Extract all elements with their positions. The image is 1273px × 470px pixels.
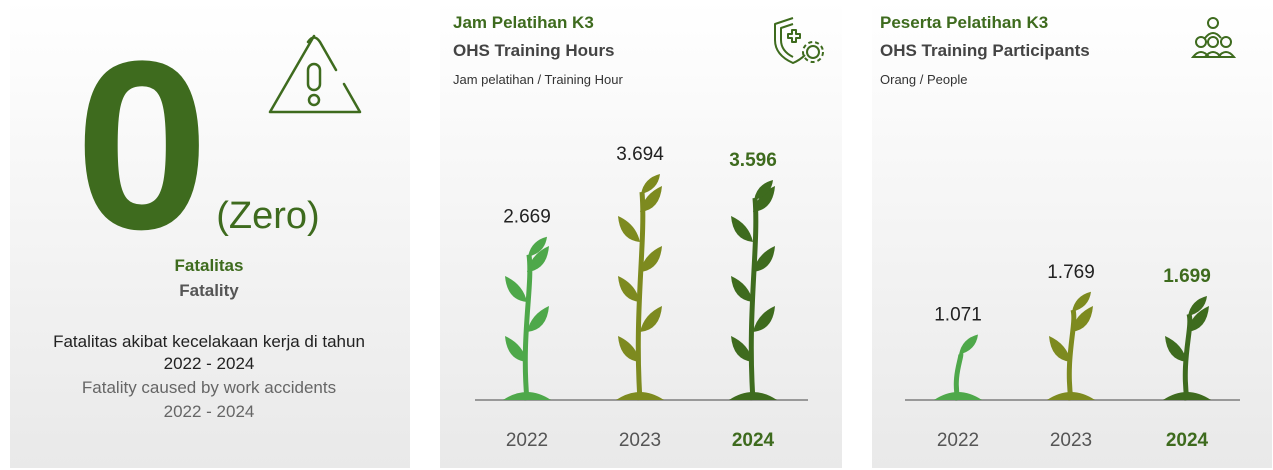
description-id: Fatalitas akibat kecelakaan kerja di tah…	[53, 332, 365, 351]
chart-unit: Jam pelatihan / Training Hour	[453, 72, 623, 87]
leaf	[527, 246, 549, 272]
stem	[748, 197, 759, 401]
leaf	[753, 246, 775, 272]
x-tick-label: 2022	[506, 430, 548, 451]
leaf	[527, 306, 549, 332]
x-tick-label: 2023	[619, 430, 661, 451]
leaf-top	[754, 179, 773, 200]
value-label: 1.769	[1047, 262, 1095, 283]
description-en: Fatality caused by work accidents	[82, 378, 336, 397]
fatality-value: 0	[75, 11, 208, 279]
plant-bar	[503, 236, 551, 401]
chart-unit: Orang / People	[880, 72, 967, 87]
leaf	[505, 276, 527, 302]
stem	[1066, 309, 1077, 401]
leaf	[618, 216, 640, 242]
fatality-caption: (Zero)	[216, 195, 319, 237]
value-label: 3.694	[616, 144, 664, 165]
x-tick-label: 2024	[1166, 430, 1209, 451]
chart-subtitle: OHS Training Hours	[453, 41, 615, 60]
leaf	[640, 186, 662, 212]
warning-icon	[268, 34, 362, 114]
fatality-title-id: Fatalitas	[175, 256, 244, 275]
plant-bar	[1047, 291, 1095, 401]
plant-bar	[1163, 296, 1211, 401]
leaf	[505, 336, 527, 362]
leaf	[1049, 336, 1071, 362]
x-tick-label: 2022	[937, 430, 979, 451]
leaf	[640, 306, 662, 332]
plant-bar	[729, 179, 777, 401]
chart-title: Jam Pelatihan K3	[453, 13, 594, 32]
leaf-top	[1072, 291, 1091, 312]
plant-bar	[616, 174, 664, 401]
period-id: 2022 - 2024	[164, 354, 255, 373]
leaf	[640, 246, 662, 272]
x-tick-label: 2023	[1050, 430, 1092, 451]
leaf	[1165, 336, 1187, 362]
value-label: 1.071	[934, 304, 982, 325]
period-en: 2022 - 2024	[164, 402, 255, 421]
leaf-top	[1188, 296, 1207, 317]
leaf	[753, 306, 775, 332]
chart-title: Peserta Pelatihan K3	[880, 13, 1048, 32]
chart-subtitle: OHS Training Participants	[880, 41, 1090, 60]
leaf	[1071, 306, 1093, 332]
stem	[1182, 313, 1193, 401]
value-label: 2.669	[503, 207, 551, 228]
leaf	[618, 336, 640, 362]
value-label: 1.699	[1163, 266, 1211, 287]
leaf-top	[528, 236, 547, 257]
leaf-top	[641, 174, 660, 194]
leaf	[731, 276, 753, 302]
leaf	[731, 216, 753, 242]
leaf	[1187, 306, 1209, 332]
value-label: 3.596	[729, 150, 777, 171]
leaf	[618, 276, 640, 302]
leaf	[753, 186, 775, 212]
fatality-title-en: Fatality	[179, 281, 239, 300]
x-tick-label: 2024	[732, 430, 775, 451]
plant-bar	[934, 334, 982, 401]
leaf	[731, 336, 753, 362]
panel-fatality	[10, 0, 410, 468]
shield-icon	[774, 17, 824, 64]
leaf-top	[959, 334, 978, 355]
people-icon	[1190, 17, 1237, 58]
